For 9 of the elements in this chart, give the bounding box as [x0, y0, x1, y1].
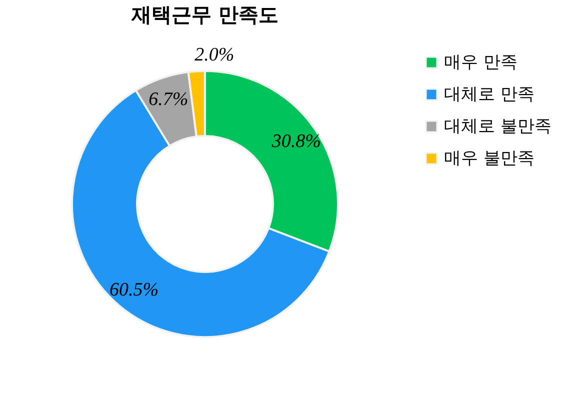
data-label: 60.5%: [109, 279, 159, 300]
chart-title: 재택근무 만족도: [130, 2, 278, 26]
data-label: 2.0%: [194, 44, 234, 66]
data-label: 30.8%: [270, 131, 321, 152]
legend-label: 매우 만족: [444, 52, 518, 72]
legend-label: 매우 불만족: [444, 148, 534, 168]
legend-label: 대체로 만족: [444, 84, 534, 104]
legend-label: 대체로 불만족: [444, 116, 552, 136]
data-label: 6.7%: [148, 89, 188, 110]
